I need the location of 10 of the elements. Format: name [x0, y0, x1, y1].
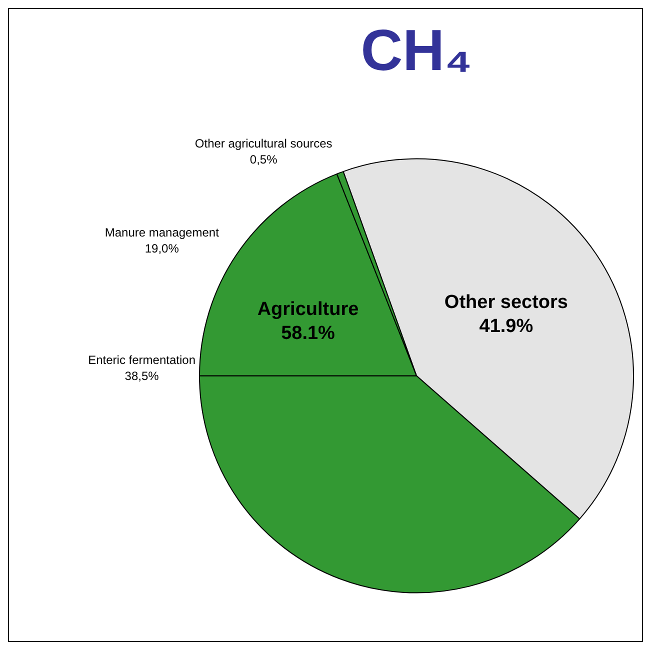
- slice-label: Enteric fermentation: [88, 353, 196, 368]
- chart-title: CH₄: [360, 18, 472, 83]
- slice-label: Other agricultural sources: [194, 136, 332, 150]
- data-label: 41.9%: [479, 316, 534, 337]
- slice-label: Other sectors: [444, 292, 568, 313]
- data-label: 0,5%: [250, 152, 278, 166]
- data-label: 38,5%: [124, 369, 160, 384]
- slice-label: Manure management: [104, 226, 220, 240]
- text: Agriculture 58.1%: [257, 298, 359, 344]
- data-label: 19,0%: [144, 242, 180, 256]
